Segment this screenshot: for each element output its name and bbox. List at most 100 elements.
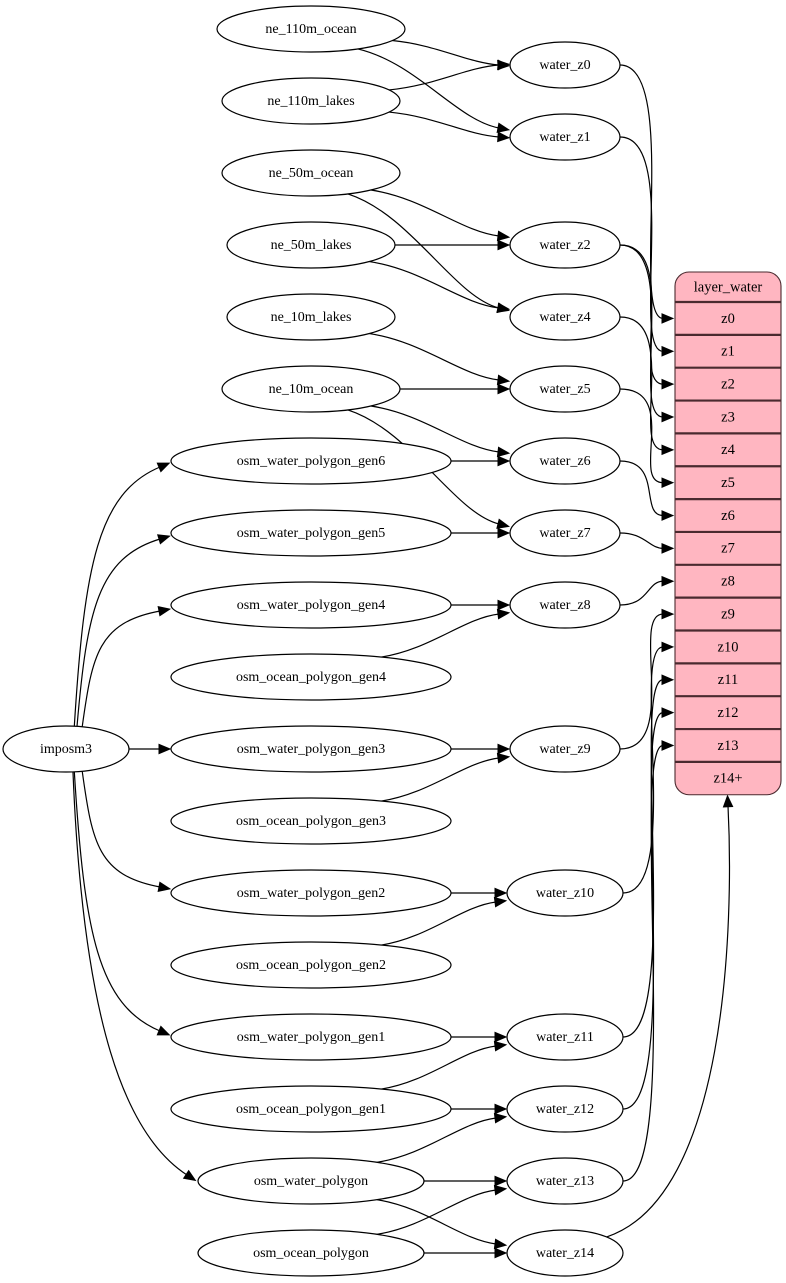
table-row[interactable]: z14+ [713, 771, 742, 787]
node-osm_ocean_polygon_gen3[interactable]: osm_ocean_polygon_gen3 [170, 797, 452, 845]
node-ne_50m_ocean[interactable]: ne_50m_ocean [221, 149, 401, 197]
node-label: osm_water_polygon_gen1 [237, 1030, 386, 1045]
node-ellipse [197, 1229, 425, 1277]
node-water_z1[interactable]: water_z1 [509, 113, 621, 161]
node-imposm3[interactable]: imposm3 [2, 725, 130, 773]
node-label: ne_50m_lakes [271, 238, 352, 253]
node-label: water_z6 [539, 454, 590, 469]
table-row[interactable]: z10 [718, 639, 739, 655]
edge-arrowhead [661, 510, 675, 521]
table-row[interactable]: z6 [721, 508, 735, 524]
edge-arrowhead [494, 1031, 508, 1043]
node-osm_water_polygon_gen2[interactable]: osm_water_polygon_gen2 [170, 869, 452, 917]
node-water_z8[interactable]: water_z8 [509, 581, 621, 629]
table-row[interactable]: z1 [721, 344, 735, 360]
edge-arrowhead [157, 606, 172, 617]
node-ellipse [170, 653, 452, 701]
node-osm_ocean_polygon_gen2[interactable]: osm_ocean_polygon_gen2 [170, 941, 452, 989]
table-row-label: z0 [721, 311, 735, 327]
edge-arrowhead [661, 378, 675, 390]
node-ellipse [170, 581, 452, 629]
table-row[interactable]: z2 [721, 376, 735, 392]
node-osm_water_polygon[interactable]: osm_water_polygon [197, 1157, 425, 1205]
node-label: osm_ocean_polygon_gen3 [236, 814, 386, 829]
node-ellipse [509, 293, 621, 341]
node-ellipse [506, 1229, 624, 1277]
node-ellipse [506, 1085, 624, 1133]
node-ne_110m_ocean[interactable]: ne_110m_ocean [216, 5, 406, 53]
table-row[interactable]: z8 [721, 574, 735, 590]
node-osm_water_polygon_gen6[interactable]: osm_water_polygon_gen6 [170, 437, 452, 485]
node-ellipse [226, 293, 396, 341]
node-water_z13[interactable]: water_z13 [506, 1157, 624, 1205]
node-ne_10m_ocean[interactable]: ne_10m_ocean [221, 365, 401, 413]
node-water_z2[interactable]: water_z2 [509, 221, 621, 269]
node-label: water_z8 [539, 598, 590, 613]
node-ellipse [506, 1013, 624, 1061]
node-label: osm_water_polygon_gen2 [237, 886, 386, 901]
edge-ne_110m_lakes-to-water_z0 [388, 64, 500, 91]
node-label: osm_water_polygon_gen4 [237, 598, 386, 613]
edge-arrowhead [497, 59, 511, 71]
table-row-label: z14+ [713, 771, 742, 787]
node-osm_water_polygon_gen5[interactable]: osm_water_polygon_gen5 [170, 509, 452, 557]
edge-imposm3-to-osm_water_polygon_gen6 [73, 466, 161, 727]
node-osm_water_polygon_gen1[interactable]: osm_water_polygon_gen1 [170, 1013, 452, 1061]
table-row-label: z8 [721, 574, 735, 590]
node-osm_ocean_polygon[interactable]: osm_ocean_polygon [197, 1229, 425, 1277]
node-water_z10[interactable]: water_z10 [506, 869, 624, 917]
edge-arrowhead [496, 752, 511, 764]
edge-arrowhead [496, 302, 511, 314]
node-water_z6[interactable]: water_z6 [509, 437, 621, 485]
node-ellipse [509, 365, 621, 413]
node-water_z4[interactable]: water_z4 [509, 293, 621, 341]
node-label: water_z9 [539, 742, 590, 757]
edge-ne_50m_lakes-to-water_z4 [369, 260, 500, 309]
node-label: osm_water_polygon_gen5 [237, 526, 386, 541]
edge-arrowhead [497, 131, 511, 143]
node-ellipse [170, 1085, 452, 1133]
node-water_z9[interactable]: water_z9 [509, 725, 621, 773]
node-ellipse [509, 581, 621, 629]
edge-ne_50m_ocean-to-water_z4 [347, 193, 500, 309]
table-row[interactable]: z3 [721, 409, 735, 425]
edge-arrowhead [661, 477, 675, 489]
edge-water_z0-to-layer_water-z0 [619, 64, 664, 320]
node-ellipse [509, 437, 621, 485]
table-row[interactable]: z7 [721, 541, 735, 557]
node-ellipse [2, 725, 130, 773]
node-ne_110m_lakes[interactable]: ne_110m_lakes [221, 77, 401, 125]
node-label: imposm3 [40, 742, 92, 757]
table-row[interactable]: z5 [721, 475, 735, 491]
node-water_z0[interactable]: water_z0 [509, 41, 621, 89]
edge-arrowhead [661, 411, 675, 423]
table-row[interactable]: z9 [721, 606, 735, 622]
table-row[interactable]: z12 [718, 705, 739, 721]
table-row[interactable]: z11 [718, 672, 738, 688]
node-label: water_z7 [539, 526, 590, 541]
node-osm_water_polygon_gen3[interactable]: osm_water_polygon_gen3 [170, 725, 452, 773]
node-osm_ocean_polygon_gen4[interactable]: osm_ocean_polygon_gen4 [170, 653, 452, 701]
node-water_z12[interactable]: water_z12 [506, 1085, 624, 1133]
node-water_z11[interactable]: water_z11 [506, 1013, 624, 1061]
node-label: ne_10m_lakes [271, 310, 352, 325]
edge-imposm3-to-osm_water_polygon_gen2 [81, 771, 161, 888]
edge-arrowhead [497, 599, 511, 611]
node-water_z7[interactable]: water_z7 [509, 509, 621, 557]
node-label: osm_water_polygon [254, 1174, 368, 1189]
node-water_z5[interactable]: water_z5 [509, 365, 621, 413]
node-water_z14[interactable]: water_z14 [506, 1229, 624, 1277]
table-row[interactable]: z13 [718, 738, 739, 754]
node-ne_10m_lakes[interactable]: ne_10m_lakes [226, 293, 396, 341]
table-row-label: z13 [718, 738, 739, 754]
edge-arrowhead [722, 794, 734, 808]
node-label: osm_ocean_polygon [253, 1246, 369, 1261]
edge-arrowhead [661, 707, 675, 718]
table-row[interactable]: z4 [721, 442, 735, 458]
node-osm_ocean_polygon_gen1[interactable]: osm_ocean_polygon_gen1 [170, 1085, 452, 1133]
node-ne_50m_lakes[interactable]: ne_50m_lakes [226, 221, 396, 269]
node-osm_water_polygon_gen4[interactable]: osm_water_polygon_gen4 [170, 581, 452, 629]
table-row[interactable]: z0 [721, 311, 735, 327]
edge-arrowhead [496, 230, 511, 242]
